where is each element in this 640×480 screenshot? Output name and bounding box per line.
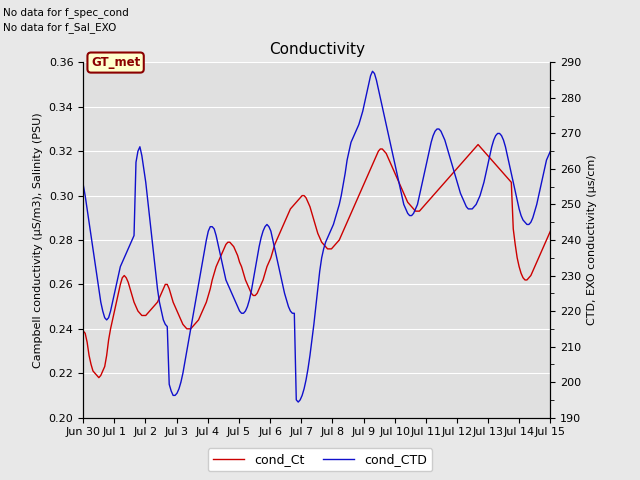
Title: Conductivity: Conductivity [269,42,365,57]
cond_CTD [392,166,400,172]
cond_Ct [547,228,554,234]
Y-axis label: CTD, EXO conductivity (μs/cm): CTD, EXO conductivity (μs/cm) [587,155,597,325]
cond_Ct [239,270,247,276]
Text: GT_met: GT_met [91,56,140,69]
cond_CTD [547,148,554,154]
cond_Ct [79,328,87,334]
cond_Ct [95,375,102,381]
Line: cond_Ct: cond_Ct [83,144,550,378]
Text: No data for f_Sal_EXO: No data for f_Sal_EXO [3,22,116,33]
cond_CTD [294,399,302,405]
cond_Ct [113,300,120,305]
cond_CTD [517,213,525,218]
Text: No data for f_spec_cond: No data for f_spec_cond [3,7,129,18]
cond_CTD [99,308,107,314]
cond_Ct [101,364,109,370]
Y-axis label: Campbell conductivity (μS/m3), Salinity (PSU): Campbell conductivity (μS/m3), Salinity … [33,112,43,368]
cond_Ct [474,142,482,147]
cond_CTD [79,181,87,187]
cond_Ct [156,295,163,300]
cond_Ct [390,168,398,174]
cond_CTD [369,68,376,74]
cond_CTD [111,290,118,296]
cond_Ct [517,270,525,276]
cond_CTD [154,286,161,292]
Legend: cond_Ct, cond_CTD: cond_Ct, cond_CTD [208,448,432,471]
Line: cond_CTD: cond_CTD [83,71,550,402]
cond_CTD [237,311,245,316]
